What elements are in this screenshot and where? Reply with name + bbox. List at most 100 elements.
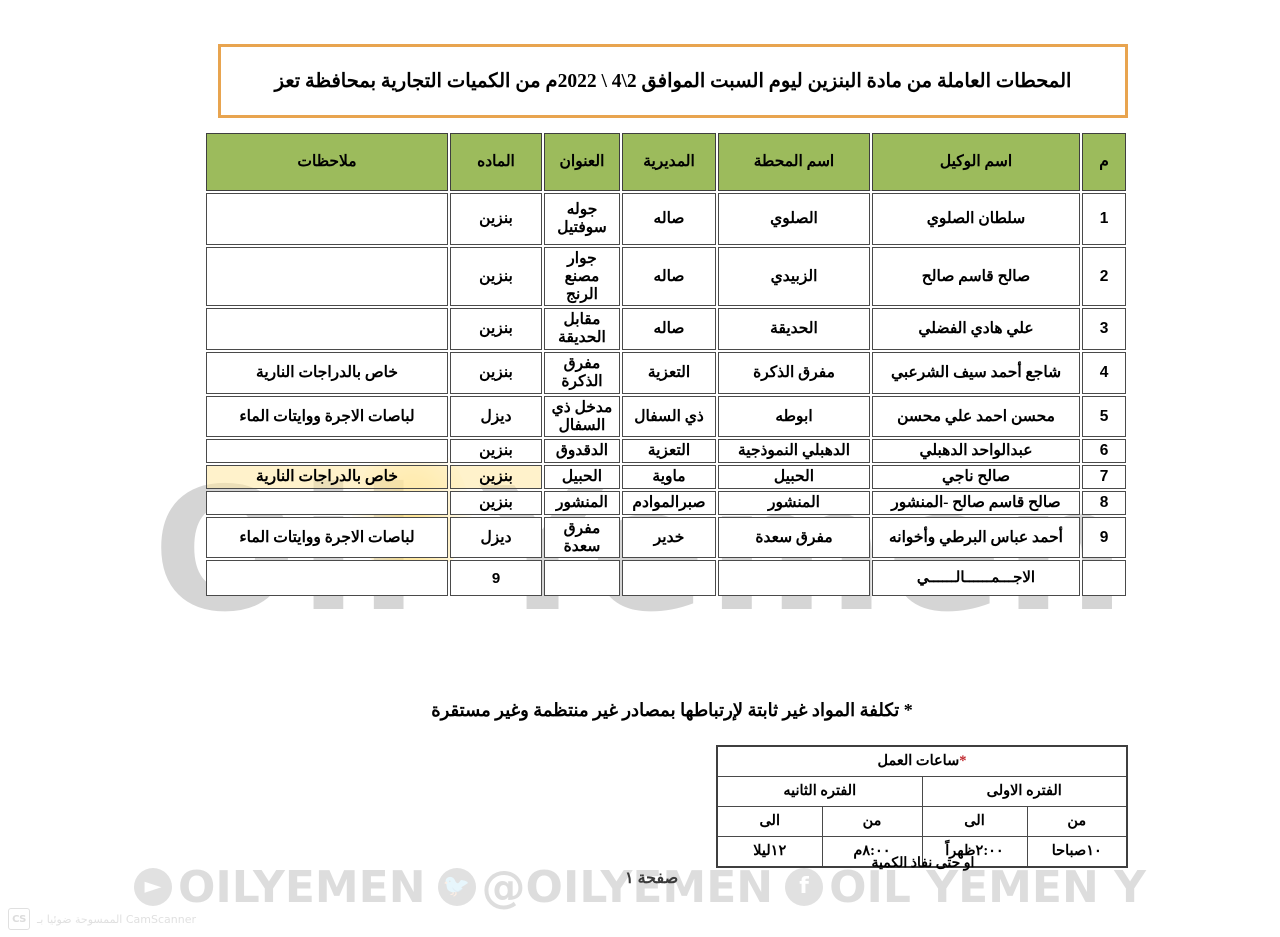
cell-num: 8 — [1082, 490, 1126, 515]
cell-material: بنزين — [450, 439, 542, 464]
cell-num: 6 — [1082, 439, 1126, 464]
cell-notes — [206, 193, 448, 245]
cell-material: بنزين — [450, 308, 542, 351]
cell-directorate: صاله — [622, 193, 716, 245]
cell-notes — [206, 247, 448, 307]
working-hours-table: *ساعات العمل الفتره الاولى الفتره الثاني… — [715, 745, 1128, 868]
cell-agent: عبدالواحد الدهبلي — [872, 439, 1080, 464]
period1-to-label: الى — [921, 806, 1028, 837]
cell-station: مفرق الذكرة — [718, 352, 870, 394]
cell-address: مقابل الحديقة — [544, 308, 620, 351]
period2-from-label: من — [821, 806, 923, 837]
twitter-icon: 🐦 — [437, 868, 476, 906]
cell-notes — [206, 308, 448, 351]
cell-num: 5 — [1082, 395, 1126, 438]
cell-agent: شاجع أحمد سيف الشرعبي — [872, 352, 1080, 394]
page-title: المحطات العاملة من مادة البنزين ليوم الس… — [274, 71, 1072, 92]
table-row: 1 سلطان الصلوي الصلوي صاله جوله سوفتيل بنزين — [206, 193, 1126, 245]
cell-num: 1 — [1082, 193, 1126, 245]
times-row: ١٠صباحا ٢:٠٠ظهراً ٨:٠٠م ١٢ليلا — [716, 836, 1128, 868]
cell-notes: خاص بالدراجات النارية — [206, 352, 448, 394]
cell-address: جوار مصنع الرنج — [544, 247, 620, 307]
cell-address: الحبيل — [544, 465, 620, 489]
cell-address: جوله سوفتيل — [544, 193, 620, 245]
cell-station: الحبيل — [718, 465, 870, 489]
total-label: الاجـــمــــــالــــــي — [872, 560, 1080, 597]
working-hours-title: *ساعات العمل — [716, 745, 1128, 777]
table-row: 2 صالح قاسم صالح الزبيدي صاله جوار مصنع الرن… — [206, 247, 1126, 307]
period2-to-value: ١٢ليلا — [716, 836, 823, 868]
table-row: 5 محسن احمد علي محسن ابوطه ذي السفال مدخل ذي… — [206, 395, 1126, 438]
cell-directorate: صاله — [622, 308, 716, 351]
cell-agent: محسن احمد علي محسن — [872, 395, 1080, 438]
cell-notes: لباصات الاجرة ووايتات الماء — [206, 516, 448, 559]
cell-station: الصلوي — [718, 193, 870, 245]
camscanner-label: الممسوحة ضوئيا بـ CamScanner — [37, 912, 196, 926]
total-spacer-num — [1082, 560, 1126, 597]
cell-address: مفرق سعدة — [544, 516, 620, 559]
table-row: 8 صالح قاسم صالح -المنشور المنشور صبرالمواد… — [206, 490, 1126, 515]
cell-station: الحديقة — [718, 308, 870, 351]
stations-table: م اسم الوكيل اسم المحطة المديرية العنوان… — [204, 131, 1128, 598]
asterisk-marker: * — [959, 753, 967, 769]
cell-agent: علي هادي الفضلي — [872, 308, 1080, 351]
cell-num: 2 — [1082, 247, 1126, 307]
column-header-address: العنوان — [544, 133, 620, 191]
telegram-watermark: ► OILYEMEN — [134, 862, 426, 913]
cell-material: بنزين — [450, 352, 542, 394]
period1-label: الفتره الاولى — [921, 776, 1128, 807]
table-row: 4 شاجع أحمد سيف الشرعبي مفرق الذكرة التعزية… — [206, 352, 1126, 394]
cell-agent: صالح قاسم صالح — [872, 247, 1080, 307]
total-spacer-station — [718, 560, 870, 597]
document-title-box: المحطات العاملة من مادة البنزين ليوم الس… — [218, 44, 1128, 118]
period1-to-value: ٢:٠٠ظهراً — [921, 836, 1028, 868]
cell-notes — [206, 439, 448, 464]
cell-station: مفرق سعدة — [718, 516, 870, 559]
cell-material: بنزين — [450, 490, 542, 515]
cell-directorate: ذي السفال — [622, 395, 716, 438]
total-spacer-notes — [206, 560, 448, 597]
total-count: 9 — [450, 560, 542, 597]
cell-agent: أحمد عباس البرطي وأخوانه — [872, 516, 1080, 559]
table-row: 6 عبدالواحد الدهبلي الدهبلي النموذجية التعز… — [206, 439, 1126, 464]
cell-notes — [206, 490, 448, 515]
column-header-station: اسم المحطة — [718, 133, 870, 191]
column-header-material: الماده — [450, 133, 542, 191]
period-label-row: الفتره الاولى الفتره الثانيه — [716, 776, 1128, 807]
cell-directorate: خدير — [622, 516, 716, 559]
cell-agent: صالح ناجي — [872, 465, 1080, 489]
table-row: 3 علي هادي الفضلي الحديقة صاله مقابل الحديقة… — [206, 308, 1126, 351]
cell-directorate: صاله — [622, 247, 716, 307]
cell-address: الدقدوق — [544, 439, 620, 464]
column-header-directorate: المديرية — [622, 133, 716, 191]
cell-material: ديزل — [450, 395, 542, 438]
cell-station: الزبيدي — [718, 247, 870, 307]
cell-agent: صالح قاسم صالح -المنشور — [872, 490, 1080, 515]
cell-directorate: التعزية — [622, 439, 716, 464]
table-row: 7 صالح ناجي الحبيل ماوية الحبيل بنزين خاص بالد… — [206, 465, 1126, 489]
table-header: م اسم الوكيل اسم المحطة المديرية العنوان… — [206, 133, 1126, 191]
cell-material: بنزين — [450, 247, 542, 307]
stations-table-container: م اسم الوكيل اسم المحطة المديرية العنوان… — [206, 131, 1128, 598]
cell-num: 4 — [1082, 352, 1126, 394]
period1-from-value: ١٠صباحا — [1026, 836, 1128, 868]
cell-num: 7 — [1082, 465, 1126, 489]
cell-address: مفرق الذكرة — [544, 352, 620, 394]
telegram-icon: ► — [134, 868, 172, 906]
cell-directorate: التعزية — [622, 352, 716, 394]
column-header-agent: اسم الوكيل — [872, 133, 1080, 191]
cell-notes: خاص بالدراجات النارية — [206, 465, 448, 489]
column-header-notes: ملاحظات — [206, 133, 448, 191]
cell-num: 9 — [1082, 516, 1126, 559]
camscanner-badge-icon: CS — [8, 908, 30, 930]
page-number: صفحة ١ — [625, 870, 679, 887]
cell-directorate: صبرالموادم — [622, 490, 716, 515]
cell-material: بنزين — [450, 193, 542, 245]
period1-from-label: من — [1026, 806, 1128, 837]
table-body: 1 سلطان الصلوي الصلوي صاله جوله سوفتيل بنزين 2… — [206, 193, 1126, 597]
cell-station: ابوطه — [718, 395, 870, 438]
cell-address: مدخل ذي السفال — [544, 395, 620, 438]
cell-material: بنزين — [450, 465, 542, 489]
cell-agent: سلطان الصلوي — [872, 193, 1080, 245]
working-hours-title-row: *ساعات العمل — [716, 745, 1128, 777]
